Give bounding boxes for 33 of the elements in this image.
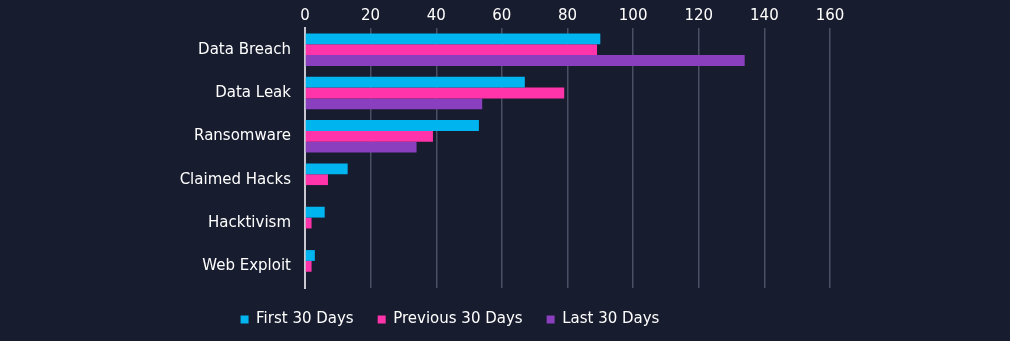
x-tick-label: 40 [426, 5, 446, 24]
bar [305, 250, 315, 261]
x-tick-label: 160 [815, 5, 845, 24]
bar [305, 174, 328, 186]
y-tick-label: Ransomware [194, 126, 291, 145]
bar [305, 87, 565, 99]
bar [305, 130, 433, 142]
x-tick-label: 100 [618, 5, 648, 24]
x-tick-label: 80 [557, 5, 578, 24]
x-tick-label: 60 [492, 5, 512, 24]
y-tick-label: Hacktivism [208, 212, 291, 231]
bar [305, 55, 745, 66]
y-tick-label: Data Leak [215, 82, 292, 101]
bar [305, 217, 312, 229]
x-tick-label: 120 [684, 5, 714, 24]
bar [305, 141, 417, 153]
x-tick-label: 140 [750, 5, 779, 24]
bar [305, 33, 601, 45]
bar [305, 76, 525, 88]
bar [305, 98, 483, 110]
x-tick-label: 20 [361, 5, 381, 24]
bar [305, 120, 479, 131]
x-tick-label: 0 [300, 5, 310, 24]
legend-label: Last 30 Days [562, 309, 660, 328]
bar [305, 44, 598, 56]
legend-label: Previous 30 Days [393, 309, 523, 328]
bar [305, 206, 325, 218]
y-tick-label: Data Breach [198, 39, 291, 58]
bar [305, 260, 312, 272]
y-tick-label: Claimed Hacks [179, 169, 292, 188]
y-tick-label: Web Exploit [202, 256, 292, 275]
bar [305, 163, 348, 175]
legend-label: First 30 Days [256, 309, 354, 328]
